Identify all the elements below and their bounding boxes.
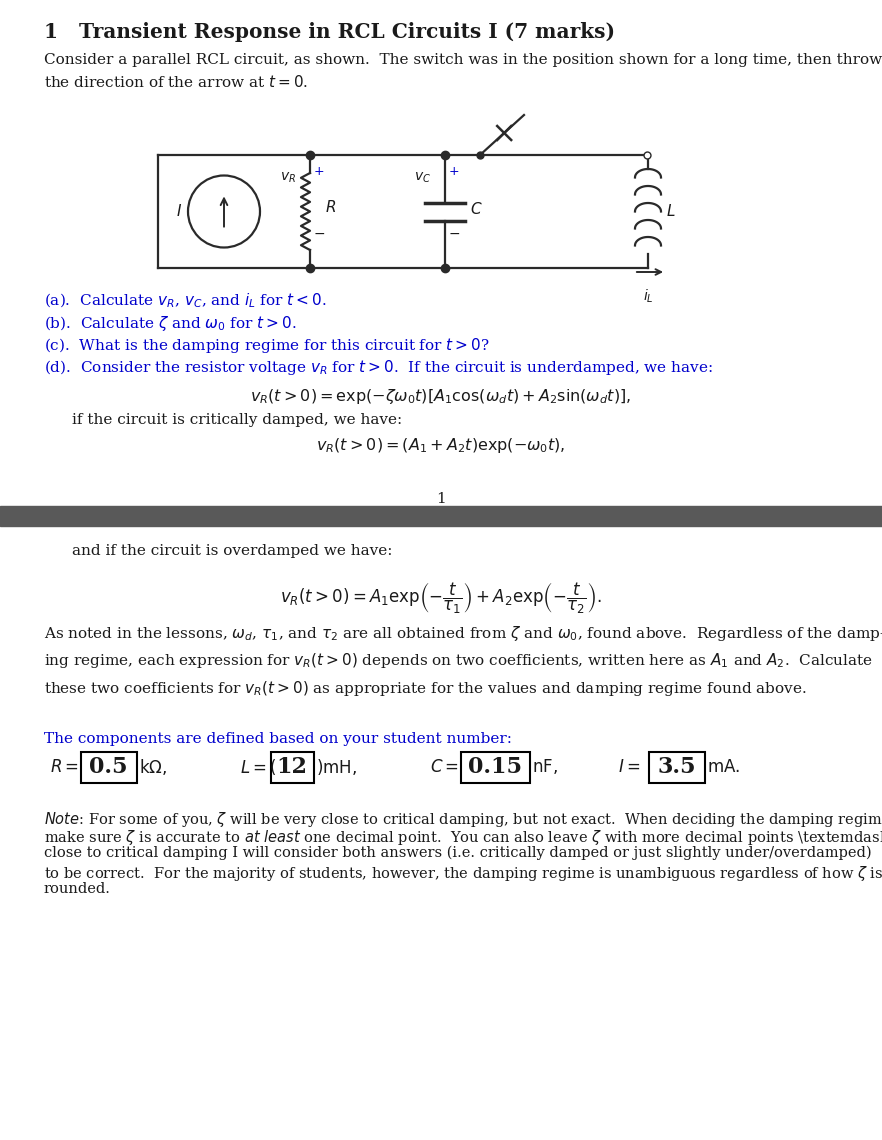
Text: 3.5: 3.5 bbox=[657, 756, 696, 777]
Text: (c).  What is the damping regime for this circuit for $t > 0$?: (c). What is the damping regime for this… bbox=[44, 336, 490, 355]
Text: As noted in the lessons, $\omega_d$, $\tau_1$, and $\tau_2$ are all obtained fro: As noted in the lessons, $\omega_d$, $\t… bbox=[44, 624, 882, 698]
Text: $+$: $+$ bbox=[313, 165, 325, 178]
Text: close to critical damping I will consider both answers (i.e. critically damped o: close to critical damping I will conside… bbox=[44, 846, 871, 861]
Text: $C$: $C$ bbox=[470, 202, 482, 218]
Text: rounded.: rounded. bbox=[44, 882, 111, 896]
Text: $v_C$: $v_C$ bbox=[414, 171, 431, 186]
FancyBboxPatch shape bbox=[460, 751, 529, 782]
Text: 0.15: 0.15 bbox=[468, 756, 522, 777]
Text: to be correct.  For the majority of students, however, the damping regime is una: to be correct. For the majority of stude… bbox=[44, 864, 882, 884]
Text: The components are defined based on your student number:: The components are defined based on your… bbox=[44, 732, 512, 746]
Text: 1: 1 bbox=[436, 492, 446, 506]
Text: $i_L$: $i_L$ bbox=[643, 288, 654, 306]
Text: $\mathrm{k\Omega},$: $\mathrm{k\Omega},$ bbox=[139, 757, 167, 777]
Text: $L$: $L$ bbox=[666, 204, 676, 220]
Text: (d).  Consider the resistor voltage $v_R$ for $t > 0$.  If the circuit is underd: (d). Consider the resistor voltage $v_R$… bbox=[44, 358, 713, 377]
Text: and if the circuit is overdamped we have:: and if the circuit is overdamped we have… bbox=[72, 544, 392, 557]
Text: 12: 12 bbox=[276, 756, 308, 777]
Text: $-$: $-$ bbox=[448, 226, 460, 241]
Text: $) \mathrm{mH},$: $) \mathrm{mH},$ bbox=[316, 757, 357, 777]
Text: (b).  Calculate $\zeta$ and $\omega_0$ for $t > 0$.: (b). Calculate $\zeta$ and $\omega_0$ fo… bbox=[44, 314, 296, 333]
Bar bbox=[0, 506, 882, 526]
Text: $R = $: $R = $ bbox=[50, 758, 78, 775]
Text: $\mathit{Note}$: For some of you, $\zeta$ will be very close to critical damping: $\mathit{Note}$: For some of you, $\zeta… bbox=[44, 811, 882, 829]
Text: $R$: $R$ bbox=[325, 198, 336, 214]
Text: $v_R(t > 0) = (A_1 + A_2 t) \exp(-\omega_0 t),$: $v_R(t > 0) = (A_1 + A_2 t) \exp(-\omega… bbox=[317, 435, 565, 455]
Text: Consider a parallel RCL circuit, as shown.  The switch was in the position shown: Consider a parallel RCL circuit, as show… bbox=[44, 52, 882, 90]
Text: $\mathrm{mA}.$: $\mathrm{mA}.$ bbox=[707, 758, 740, 775]
Text: $+$: $+$ bbox=[448, 165, 460, 178]
Text: $-$: $-$ bbox=[313, 226, 325, 241]
Text: $C = $: $C = $ bbox=[430, 758, 459, 775]
Text: 0.5: 0.5 bbox=[89, 756, 128, 777]
Text: $I = $: $I = $ bbox=[618, 758, 640, 775]
Text: if the circuit is critically damped, we have:: if the circuit is critically damped, we … bbox=[72, 413, 402, 428]
FancyBboxPatch shape bbox=[648, 751, 705, 782]
Text: $v_R$: $v_R$ bbox=[280, 171, 296, 186]
Text: $v_R(t > 0) = A_1 \exp\!\left(-\dfrac{t}{\tau_1}\right) + A_2 \exp\!\left(-\dfra: $v_R(t > 0) = A_1 \exp\!\left(-\dfrac{t}… bbox=[280, 581, 602, 617]
FancyBboxPatch shape bbox=[80, 751, 137, 782]
Text: (a).  Calculate $v_R$, $v_C$, and $i_L$ for $t < 0$.: (a). Calculate $v_R$, $v_C$, and $i_L$ f… bbox=[44, 292, 326, 310]
Text: $\mathrm{nF},$: $\mathrm{nF},$ bbox=[532, 757, 557, 776]
Text: $I$: $I$ bbox=[176, 204, 182, 220]
Text: $L = ($: $L = ($ bbox=[240, 757, 277, 777]
Text: $v_R(t > 0) = \exp(-\zeta\omega_0 t)\left[A_1 \cos(\omega_d t) + A_2 \sin(\omega: $v_R(t > 0) = \exp(-\zeta\omega_0 t)\lef… bbox=[250, 386, 632, 406]
Text: make sure $\zeta$ is accurate to $\mathit{at\ least}$ one decimal point.  You ca: make sure $\zeta$ is accurate to $\mathi… bbox=[44, 828, 882, 847]
FancyBboxPatch shape bbox=[271, 751, 313, 782]
Text: 1   Transient Response in RCL Circuits I (7 marks): 1 Transient Response in RCL Circuits I (… bbox=[44, 22, 615, 42]
